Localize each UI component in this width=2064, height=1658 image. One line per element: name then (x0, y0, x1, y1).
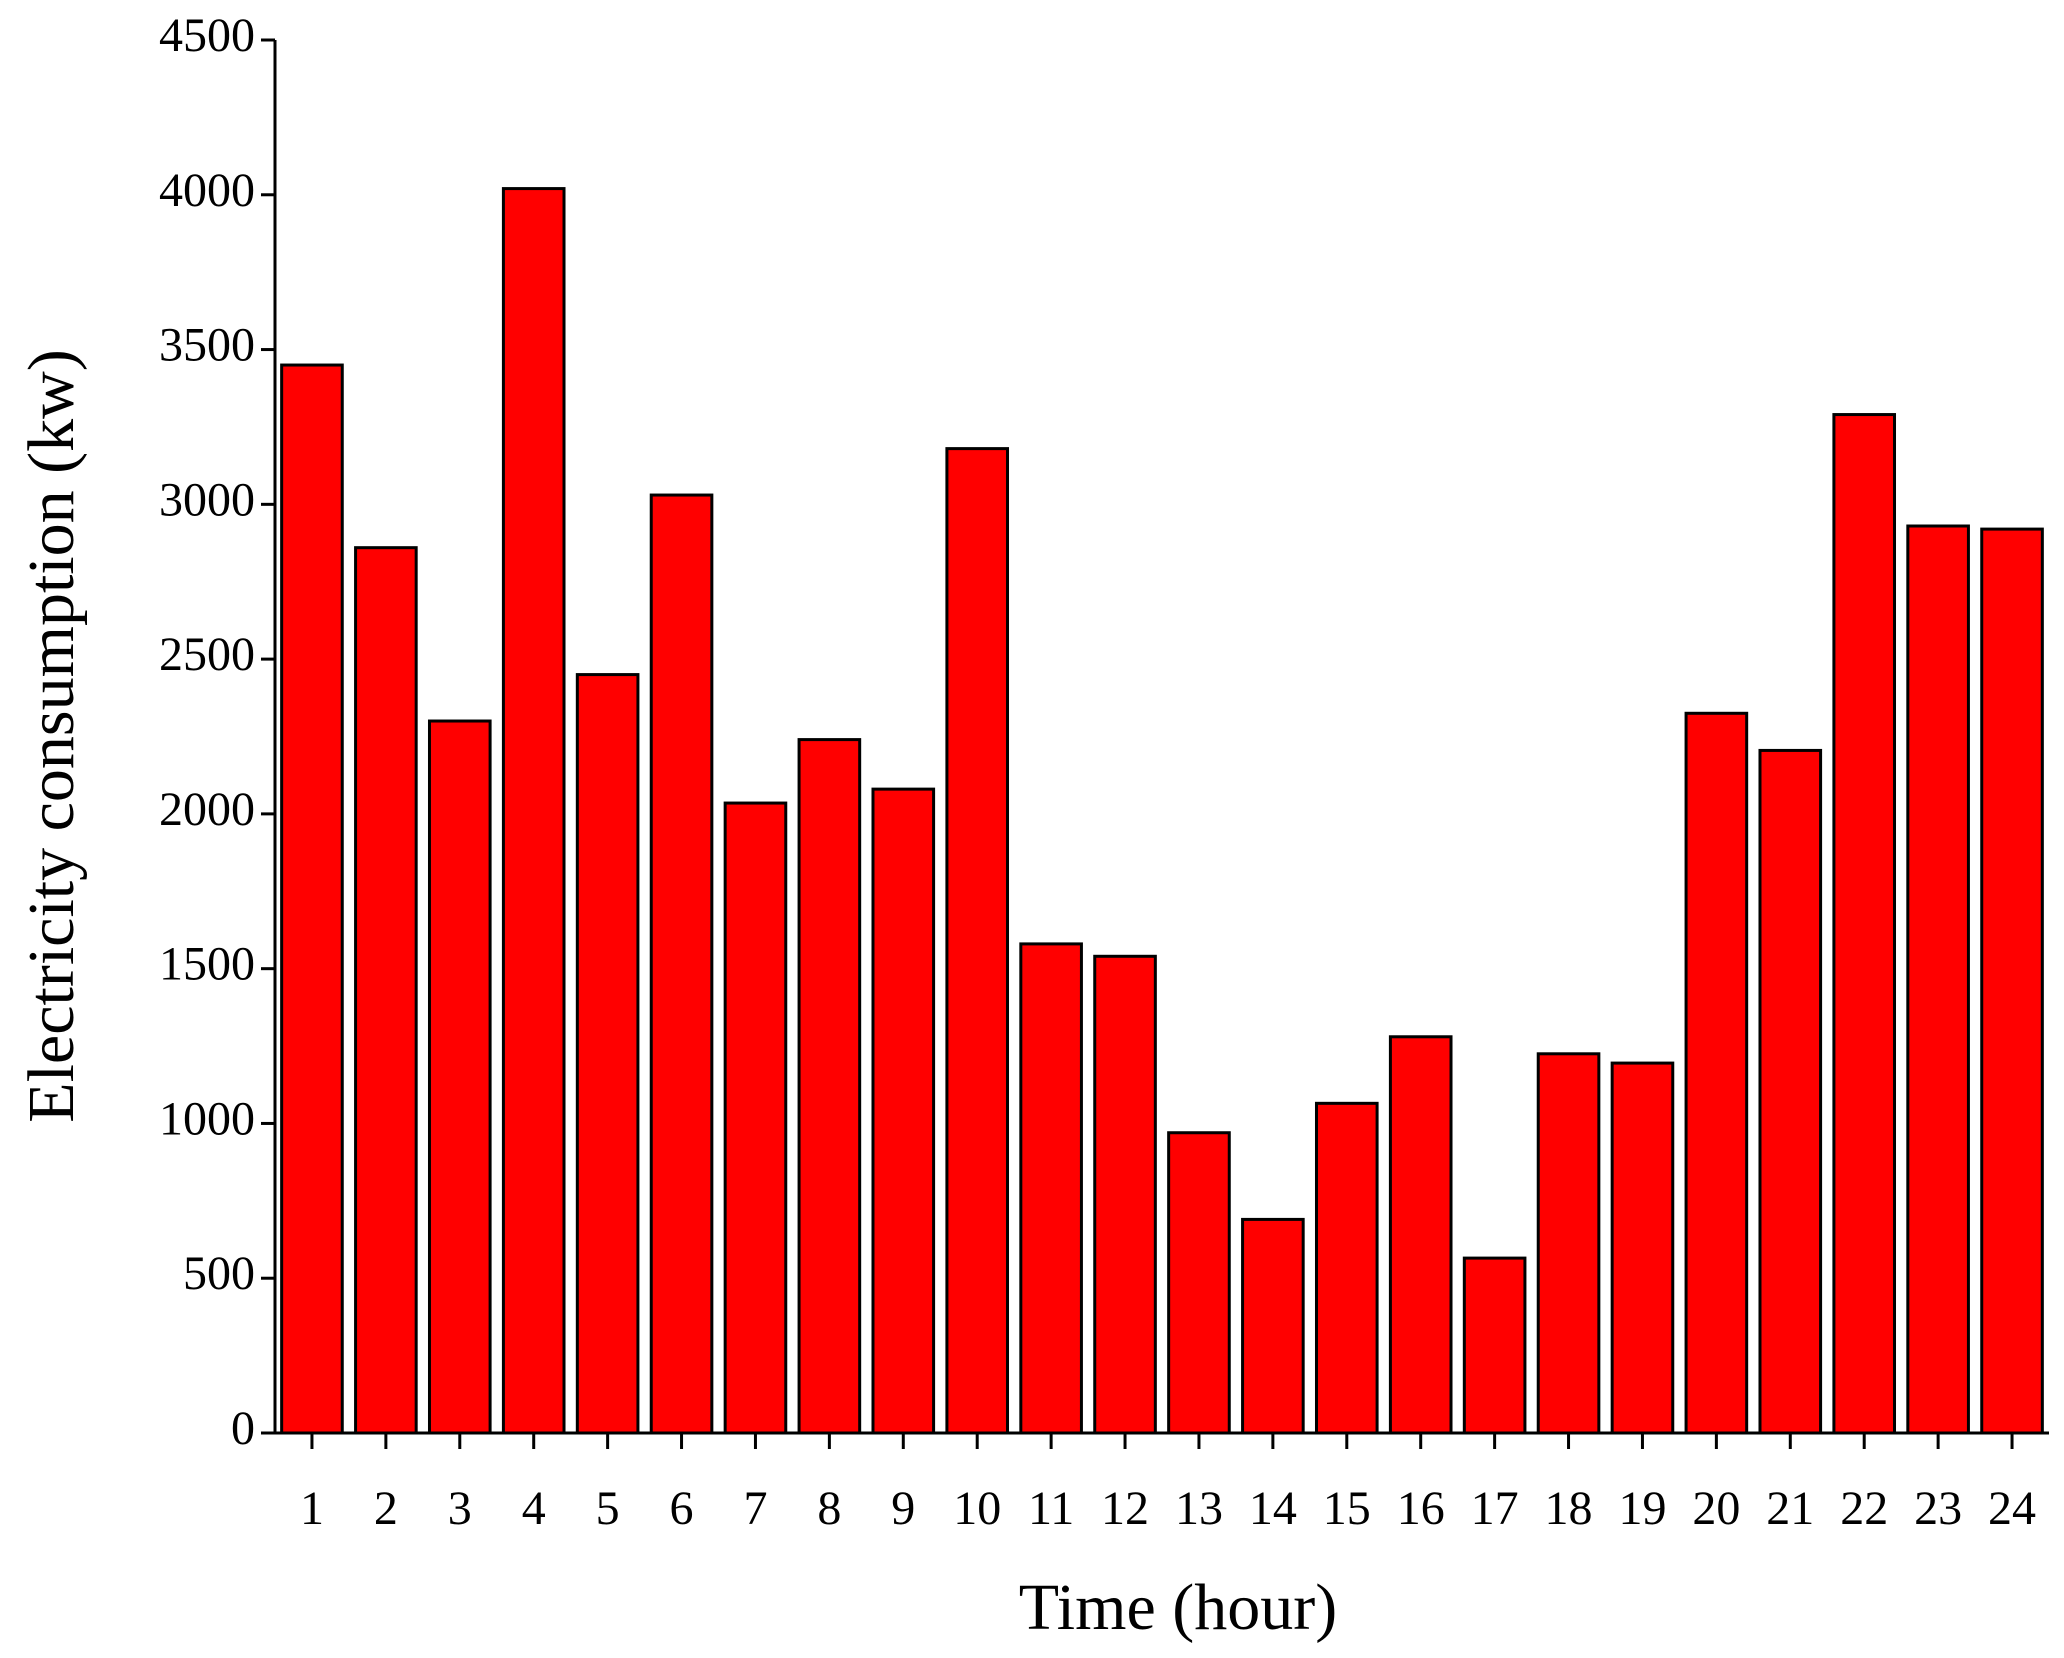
x-tick-label: 22 (1840, 1482, 1888, 1535)
bar (945, 447, 1010, 1435)
bar (1167, 1131, 1231, 1435)
y-tick-label: 4000 (159, 164, 255, 217)
y-tick-label: 500 (183, 1247, 255, 1300)
x-tick-label: 15 (1323, 1482, 1371, 1535)
bar (723, 801, 788, 1435)
bar (1093, 954, 1157, 1435)
x-tick-label: 10 (953, 1482, 1001, 1535)
x-tick-label: 12 (1101, 1482, 1149, 1535)
bar (1314, 1101, 1379, 1435)
y-tick-label: 3500 (159, 319, 255, 372)
bar (1832, 413, 1897, 1435)
bar (871, 787, 936, 1435)
bar (501, 187, 566, 1435)
y-tick-label: 1500 (159, 938, 255, 991)
y-axis-title: Electricity consumption (kw) (15, 349, 88, 1122)
x-tick-label: 18 (1545, 1482, 1593, 1535)
x-tick-label: 2 (374, 1482, 398, 1535)
y-tick-label: 2000 (159, 783, 255, 836)
x-tick-label: 5 (596, 1482, 620, 1535)
bar (1462, 1256, 1527, 1435)
x-tick-label: 3 (448, 1482, 472, 1535)
x-tick-label: 20 (1692, 1482, 1740, 1535)
bar (1906, 524, 1970, 1435)
x-tick-label: 19 (1618, 1482, 1666, 1535)
x-tick-label: 6 (670, 1482, 694, 1535)
bar (1610, 1061, 1675, 1435)
bar (280, 363, 344, 1435)
bar (575, 673, 640, 1435)
bar (1241, 1217, 1305, 1435)
x-tick-label: 4 (522, 1482, 546, 1535)
x-tick-label: 9 (891, 1482, 915, 1535)
x-tick-label: 21 (1766, 1482, 1814, 1535)
y-tick-label: 3000 (159, 473, 255, 526)
y-tick-label: 2500 (159, 628, 255, 681)
x-tick-label: 14 (1249, 1482, 1297, 1535)
bar (1019, 942, 1083, 1435)
bar (1758, 748, 1823, 1435)
bar (1388, 1035, 1453, 1435)
bar (1536, 1052, 1601, 1435)
x-tick-label: 7 (743, 1482, 767, 1535)
y-tick-label: 1000 (159, 1092, 255, 1145)
x-tick-label: 8 (817, 1482, 841, 1535)
bar (1980, 527, 2044, 1435)
x-tick-label: 24 (1988, 1482, 2036, 1535)
y-tick-label: 0 (231, 1402, 255, 1455)
x-axis-title: Time (hour) (1019, 1571, 1337, 1644)
x-tick-label: 11 (1028, 1482, 1074, 1535)
x-tick-label: 23 (1914, 1482, 1962, 1535)
x-tick-label: 17 (1471, 1482, 1519, 1535)
x-tick-label: 16 (1397, 1482, 1445, 1535)
bar (427, 719, 492, 1435)
x-tick-label: 13 (1175, 1482, 1223, 1535)
x-tick-label: 1 (300, 1482, 324, 1535)
bar (797, 738, 862, 1435)
y-tick-label: 4500 (159, 9, 255, 62)
bar (354, 546, 418, 1435)
bar (1684, 711, 1749, 1435)
bar (649, 493, 714, 1435)
